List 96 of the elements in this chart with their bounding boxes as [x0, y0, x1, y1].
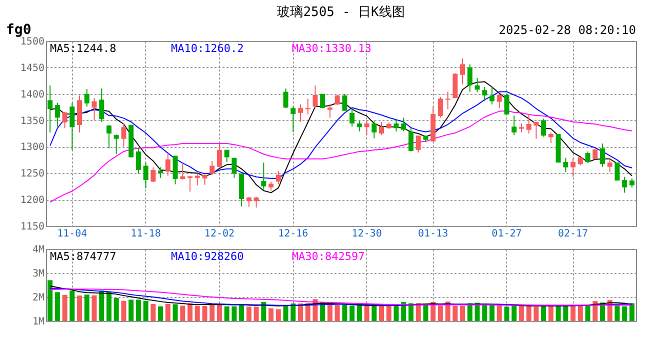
candlestick — [180, 164, 186, 180]
candlestick — [534, 121, 539, 140]
y-tick-label: 1250 — [20, 168, 44, 180]
x-tick-label: 11-18 — [130, 228, 161, 240]
y-tick-label: 1300 — [20, 142, 44, 154]
candlestick — [408, 128, 414, 152]
candlestick — [416, 135, 421, 154]
x-tick-label: 02-17 — [558, 228, 588, 240]
candlestick — [216, 143, 222, 168]
candlestick — [474, 78, 480, 93]
text: MA30:1330.13 — [292, 42, 372, 55]
text: fg0 — [6, 22, 32, 38]
candlestick — [504, 93, 510, 115]
y-tick-label: 1200 — [20, 195, 44, 206]
candlestick — [600, 143, 605, 168]
y-tick-label: 1450 — [20, 62, 44, 74]
candlestick — [298, 104, 303, 122]
chart-title: 玻璃2505 - 日K线图 — [277, 5, 405, 20]
candlestick — [62, 111, 68, 129]
y-tick-label: 1150 — [20, 222, 44, 232]
y-tick-label: 1500 — [20, 36, 44, 48]
candlestick — [541, 118, 546, 138]
candlestick — [312, 84, 318, 109]
candlestick — [372, 120, 377, 139]
candlestick — [379, 121, 384, 136]
candlestick — [188, 175, 192, 192]
text: MA10:928260 — [170, 250, 244, 263]
candlestick — [224, 149, 230, 163]
candlestick — [526, 113, 532, 134]
y-tick-label: 1400 — [20, 89, 44, 100]
candlestick — [92, 98, 97, 121]
text: MA10:1260.2 — [170, 42, 244, 55]
candlestick — [482, 86, 488, 102]
candlestick — [165, 152, 170, 176]
candlestick — [614, 162, 620, 182]
candlestick — [438, 96, 443, 118]
y-tick-label: 3M — [32, 268, 44, 280]
candlestick — [364, 120, 370, 136]
candlestick — [232, 157, 237, 178]
candlestick — [490, 86, 494, 105]
candlestick — [114, 134, 119, 155]
candlestick — [496, 93, 502, 109]
candlestick — [276, 170, 281, 185]
candlestick — [54, 102, 60, 128]
candlestick — [585, 150, 590, 164]
x-tick-label: 01-27 — [492, 228, 522, 240]
candlestick — [210, 160, 215, 176]
text: MA5:1244.8 — [50, 42, 116, 55]
y-tick-label: 4M — [32, 244, 44, 256]
candlestick — [607, 157, 612, 173]
candlestick — [106, 124, 112, 149]
candlestick — [48, 84, 53, 133]
y-tick-label: 1350 — [20, 116, 44, 127]
candlestick — [150, 166, 156, 183]
candlestick — [70, 102, 75, 150]
candlestick — [512, 115, 517, 136]
candlestick — [202, 174, 208, 186]
candlestick — [356, 120, 362, 132]
candlestick — [261, 162, 266, 190]
candlestick — [622, 176, 628, 194]
x-tick-label: 11-04 — [57, 228, 88, 240]
y-tick-label: 2M — [32, 292, 44, 304]
candlestick — [290, 106, 296, 132]
candlestick — [394, 118, 399, 132]
text: MA30:842597 — [292, 250, 365, 263]
candlestick — [327, 104, 332, 118]
candlestick — [467, 64, 472, 92]
candlestick — [121, 122, 126, 148]
x-tick-label: 12-30 — [352, 228, 382, 240]
text: 2025-02-28 08:20:10 — [498, 23, 636, 37]
candlestick — [334, 94, 340, 106]
candlestick — [246, 196, 252, 208]
candlestick — [283, 88, 288, 109]
candlestick — [460, 58, 466, 85]
candlestick — [158, 166, 164, 178]
candlestick — [143, 162, 148, 188]
candlestick — [305, 98, 310, 115]
text: MA5:874777 — [50, 250, 116, 263]
candlestick — [445, 91, 450, 110]
x-tick-label: 12-02 — [204, 228, 235, 240]
y-tick-label: 1M — [32, 316, 44, 328]
candlestick — [172, 155, 178, 185]
candlestick — [136, 148, 141, 174]
candlestick — [254, 196, 259, 208]
line-series — [50, 110, 632, 203]
candlestick — [99, 88, 104, 122]
x-tick-label: 01-13 — [418, 228, 448, 240]
candlestick — [84, 88, 90, 108]
candlestick — [194, 172, 200, 186]
candlestick — [570, 157, 576, 178]
candlestick — [563, 157, 568, 173]
candlestick — [401, 117, 406, 132]
candlestick — [350, 107, 355, 128]
x-tick-label: 12-16 — [278, 228, 308, 240]
candlestick — [548, 132, 554, 144]
candlestick — [342, 93, 348, 112]
